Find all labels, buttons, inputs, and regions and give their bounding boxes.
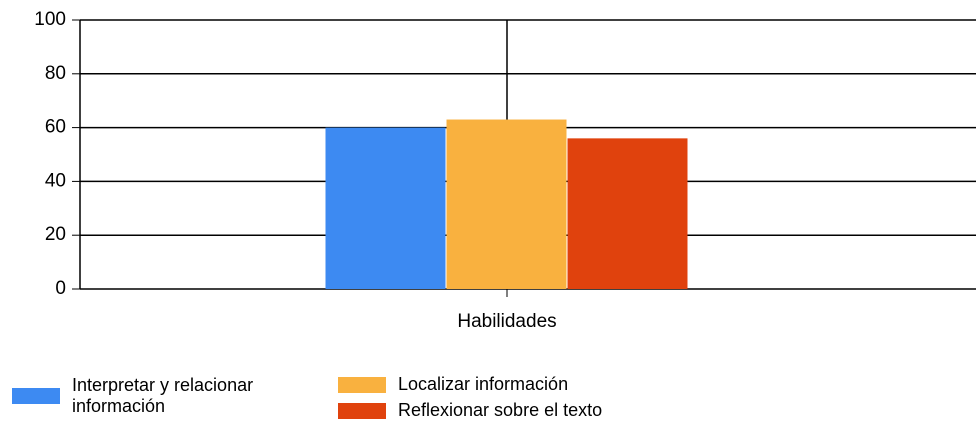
y-tick-label: 60: [45, 117, 66, 138]
legend-label: Reflexionar sobre el texto: [398, 400, 603, 420]
bar: [567, 138, 688, 289]
y-tick-label: 0: [55, 278, 66, 299]
bar: [325, 127, 446, 289]
legend-label: Interpretar y relacionar información: [72, 375, 254, 416]
legend-item: Localizar información: [338, 374, 738, 395]
y-tick-label: 100: [34, 9, 66, 30]
bar: [446, 119, 567, 289]
legend-swatch: [338, 402, 386, 419]
y-tick-label: 20: [45, 224, 66, 245]
legend-item: Reflexionar sobre el texto: [338, 400, 738, 421]
y-tick-label: 80: [45, 63, 66, 84]
legend-swatch: [12, 388, 60, 404]
legend-swatch: [338, 376, 386, 393]
legend-item: Interpretar y relacionar información: [12, 375, 272, 417]
legend-label: Localizar información: [398, 374, 569, 394]
x-tick-label: Habilidades: [457, 311, 556, 332]
y-tick-label: 40: [45, 170, 66, 191]
